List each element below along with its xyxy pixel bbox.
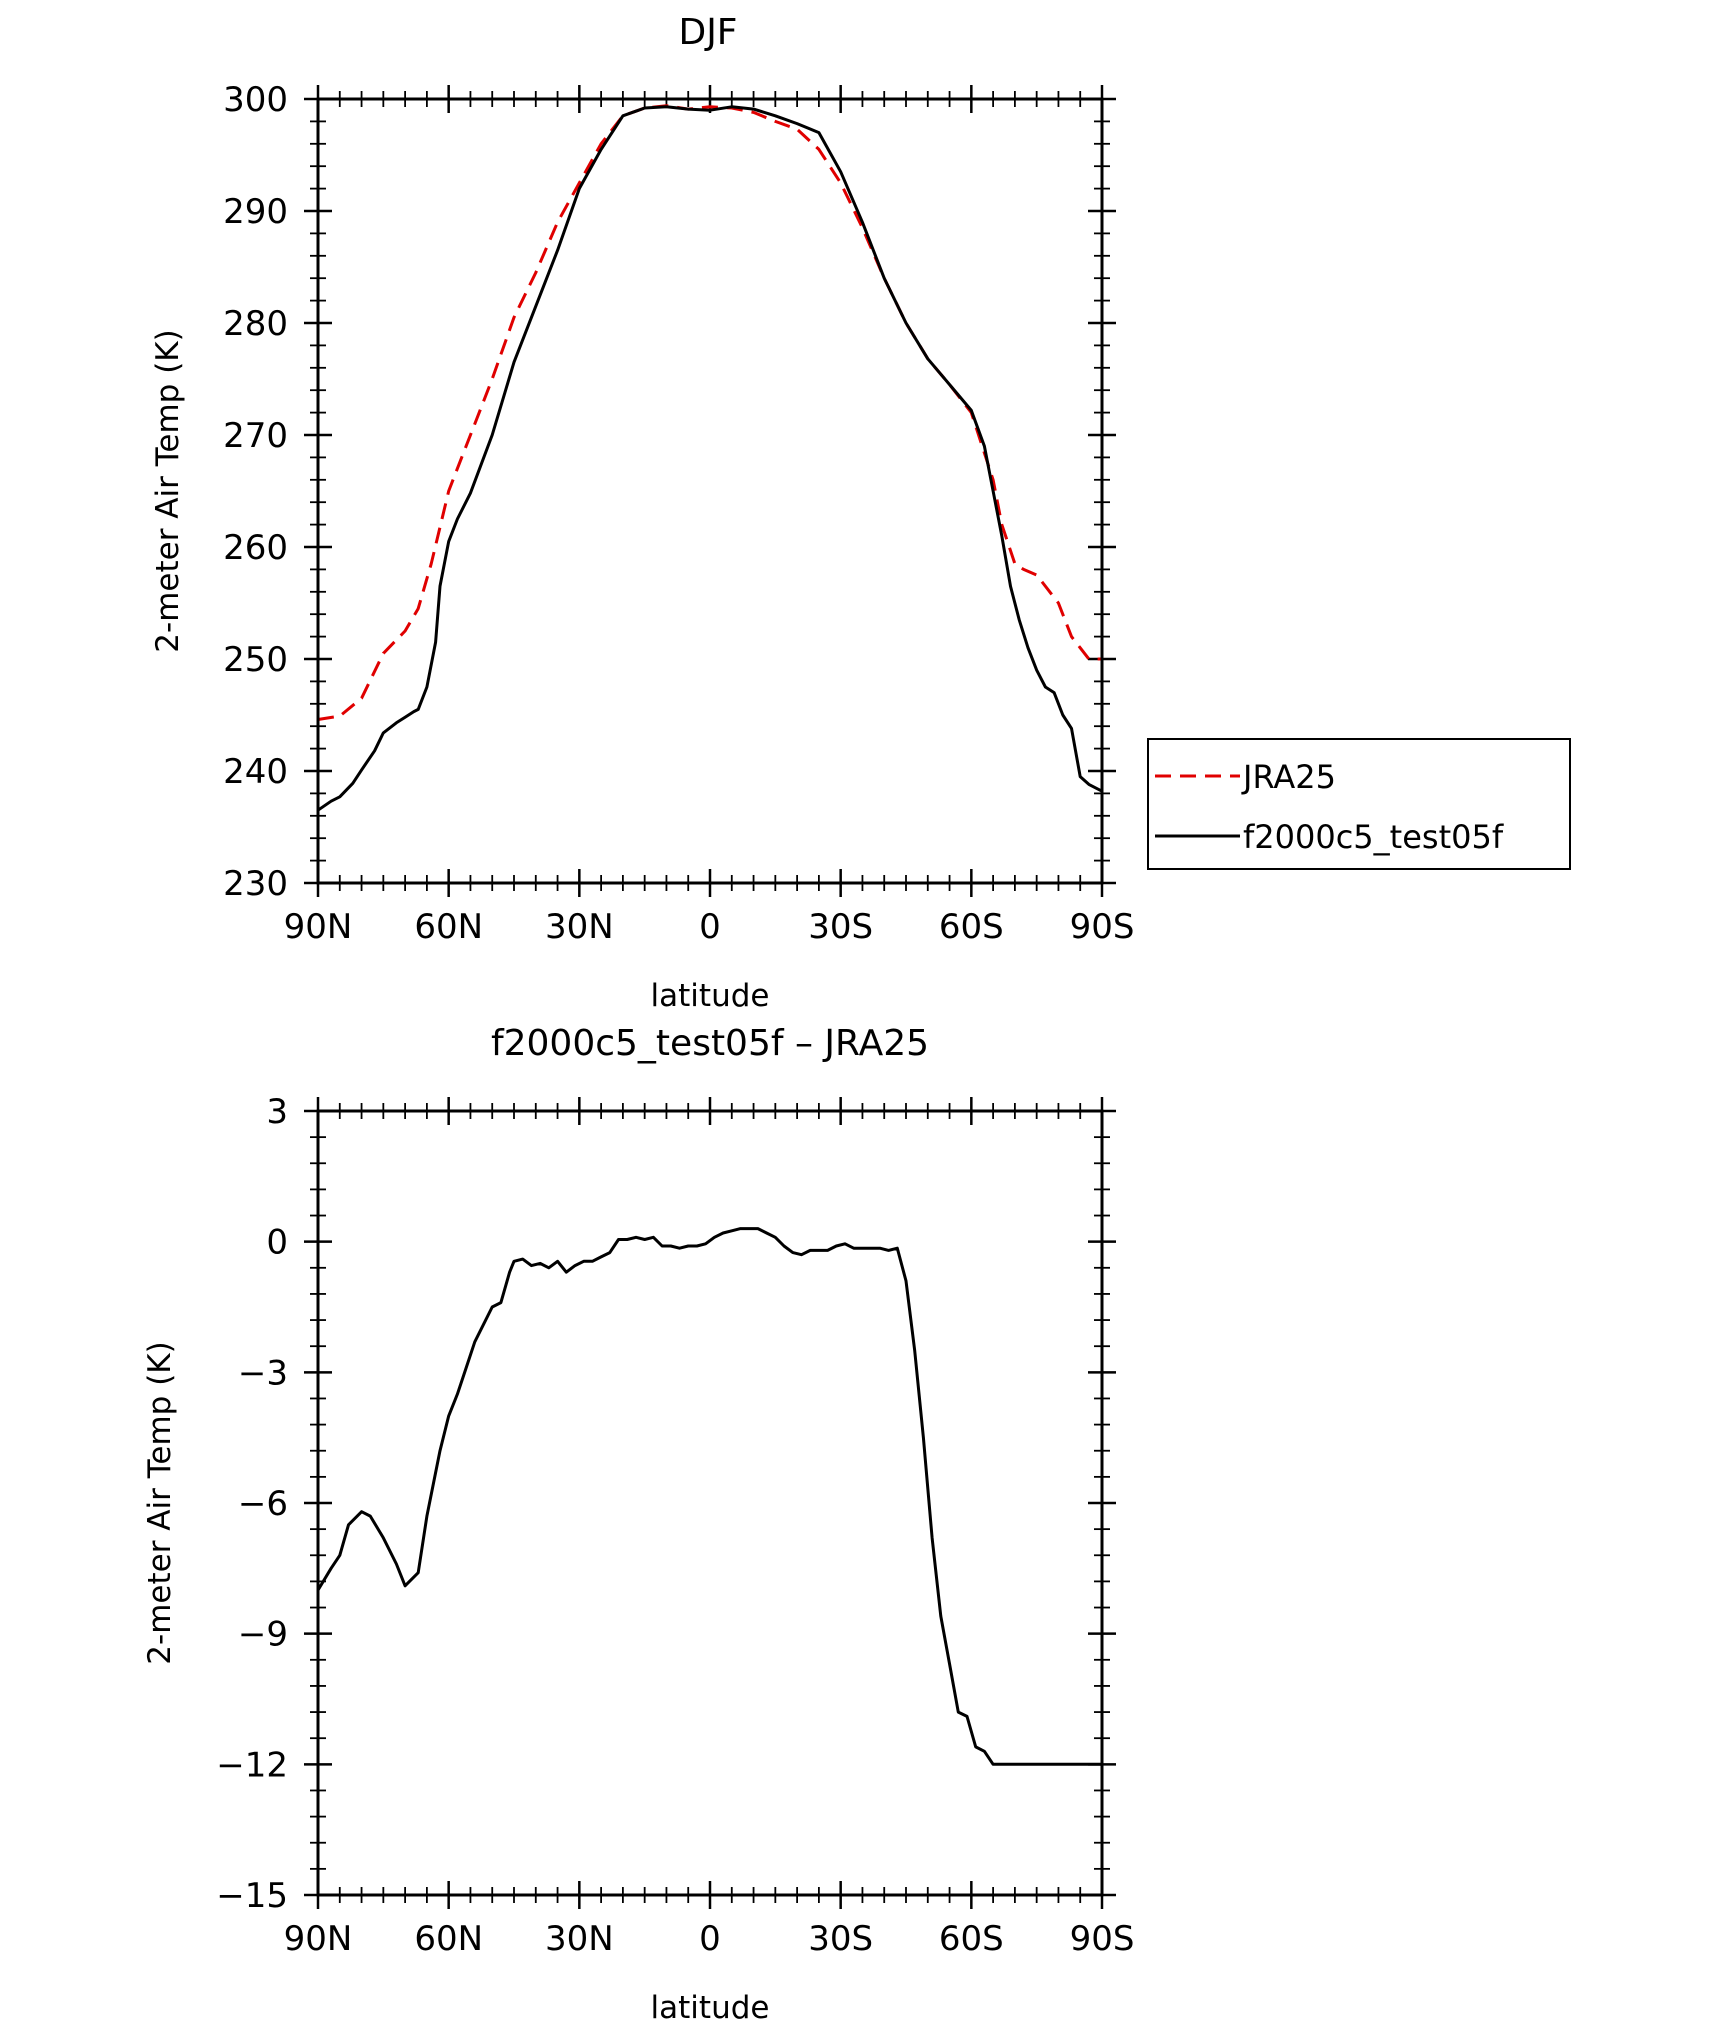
y-tick-label: 240: [223, 752, 288, 792]
legend: JRA25 f2000c5_test05f: [1147, 738, 1571, 870]
y-axis-label: 2-meter Air Temp (K): [142, 1341, 178, 1664]
y-tick-label: −9: [238, 1615, 288, 1655]
y-tick-label: 230: [223, 864, 288, 904]
y-tick-label: −6: [238, 1484, 288, 1524]
x-tick-label: 60N: [414, 1919, 483, 1959]
x-tick-label: 90N: [284, 1919, 353, 1959]
x-tick-label: 30N: [545, 1919, 614, 1959]
x-axis-label: latitude: [651, 978, 770, 1014]
y-axis-label: 2-meter Air Temp (K): [150, 329, 186, 652]
x-tick-label: 0: [699, 1919, 721, 1959]
y-tick-label: 300: [223, 80, 288, 120]
x-tick-label: 0: [699, 907, 721, 947]
tick-labels: 90N 60N 30N 0 30S 60S 90S 230 240 250 260 270 280 290…: [223, 80, 1134, 947]
x-tick-label: 60S: [939, 1919, 1004, 1959]
legend-label-model: f2000c5_test05f: [1243, 818, 1504, 856]
data-series: [317, 104, 1103, 812]
x-tick-label: 90N: [284, 907, 353, 947]
legend-label-jra25: JRA25: [1241, 758, 1336, 796]
y-tick-label: −3: [238, 1353, 288, 1393]
y-tick-label: 290: [223, 192, 288, 232]
panel-title: DJF: [678, 12, 737, 53]
plot-frame: [316, 1109, 1104, 1897]
x-tick-label: 30N: [545, 907, 614, 947]
y-tick-label: 250: [223, 640, 288, 680]
axis-ticks: [304, 1097, 1116, 1909]
x-tick-label: 60S: [939, 907, 1004, 947]
f2000c5_test05f-line: [317, 105, 1103, 812]
data-series: [316, 1227, 1102, 1766]
y-tick-label: 280: [223, 304, 288, 344]
x-tick-label: 30S: [808, 907, 873, 947]
y-tick-label: 270: [223, 416, 288, 456]
panel-title: f2000c5_test05f – JRA25: [491, 1023, 929, 1064]
plot-frame: [316, 97, 1104, 885]
y-tick-label: 0: [266, 1223, 288, 1263]
y-tick-label: −15: [216, 1876, 288, 1916]
y-tick-label: 260: [223, 528, 288, 568]
x-tick-label: 60N: [414, 907, 483, 947]
difference-line: [316, 1227, 1102, 1766]
temperature-panel: DJF 90N 60N 30N 0 30S 60S 90S 230 240 250 260 270 28…: [150, 12, 1571, 1014]
x-tick-label: 90S: [1070, 1919, 1135, 1959]
x-tick-label: 90S: [1070, 907, 1135, 947]
x-tick-label: 30S: [808, 1919, 873, 1959]
y-tick-label: −12: [216, 1745, 288, 1785]
legend-box: [1147, 738, 1571, 870]
x-axis-label: latitude: [651, 1990, 770, 2021]
difference-panel: f2000c5_test05f – JRA25 90N 60N 30N 0 30S 60S…: [142, 1023, 1134, 2021]
tick-labels: 90N 60N 30N 0 30S 60S 90S 3 0 −3 −6 −9 −12 −15: [216, 1092, 1134, 1959]
y-tick-label: 3: [266, 1092, 288, 1132]
